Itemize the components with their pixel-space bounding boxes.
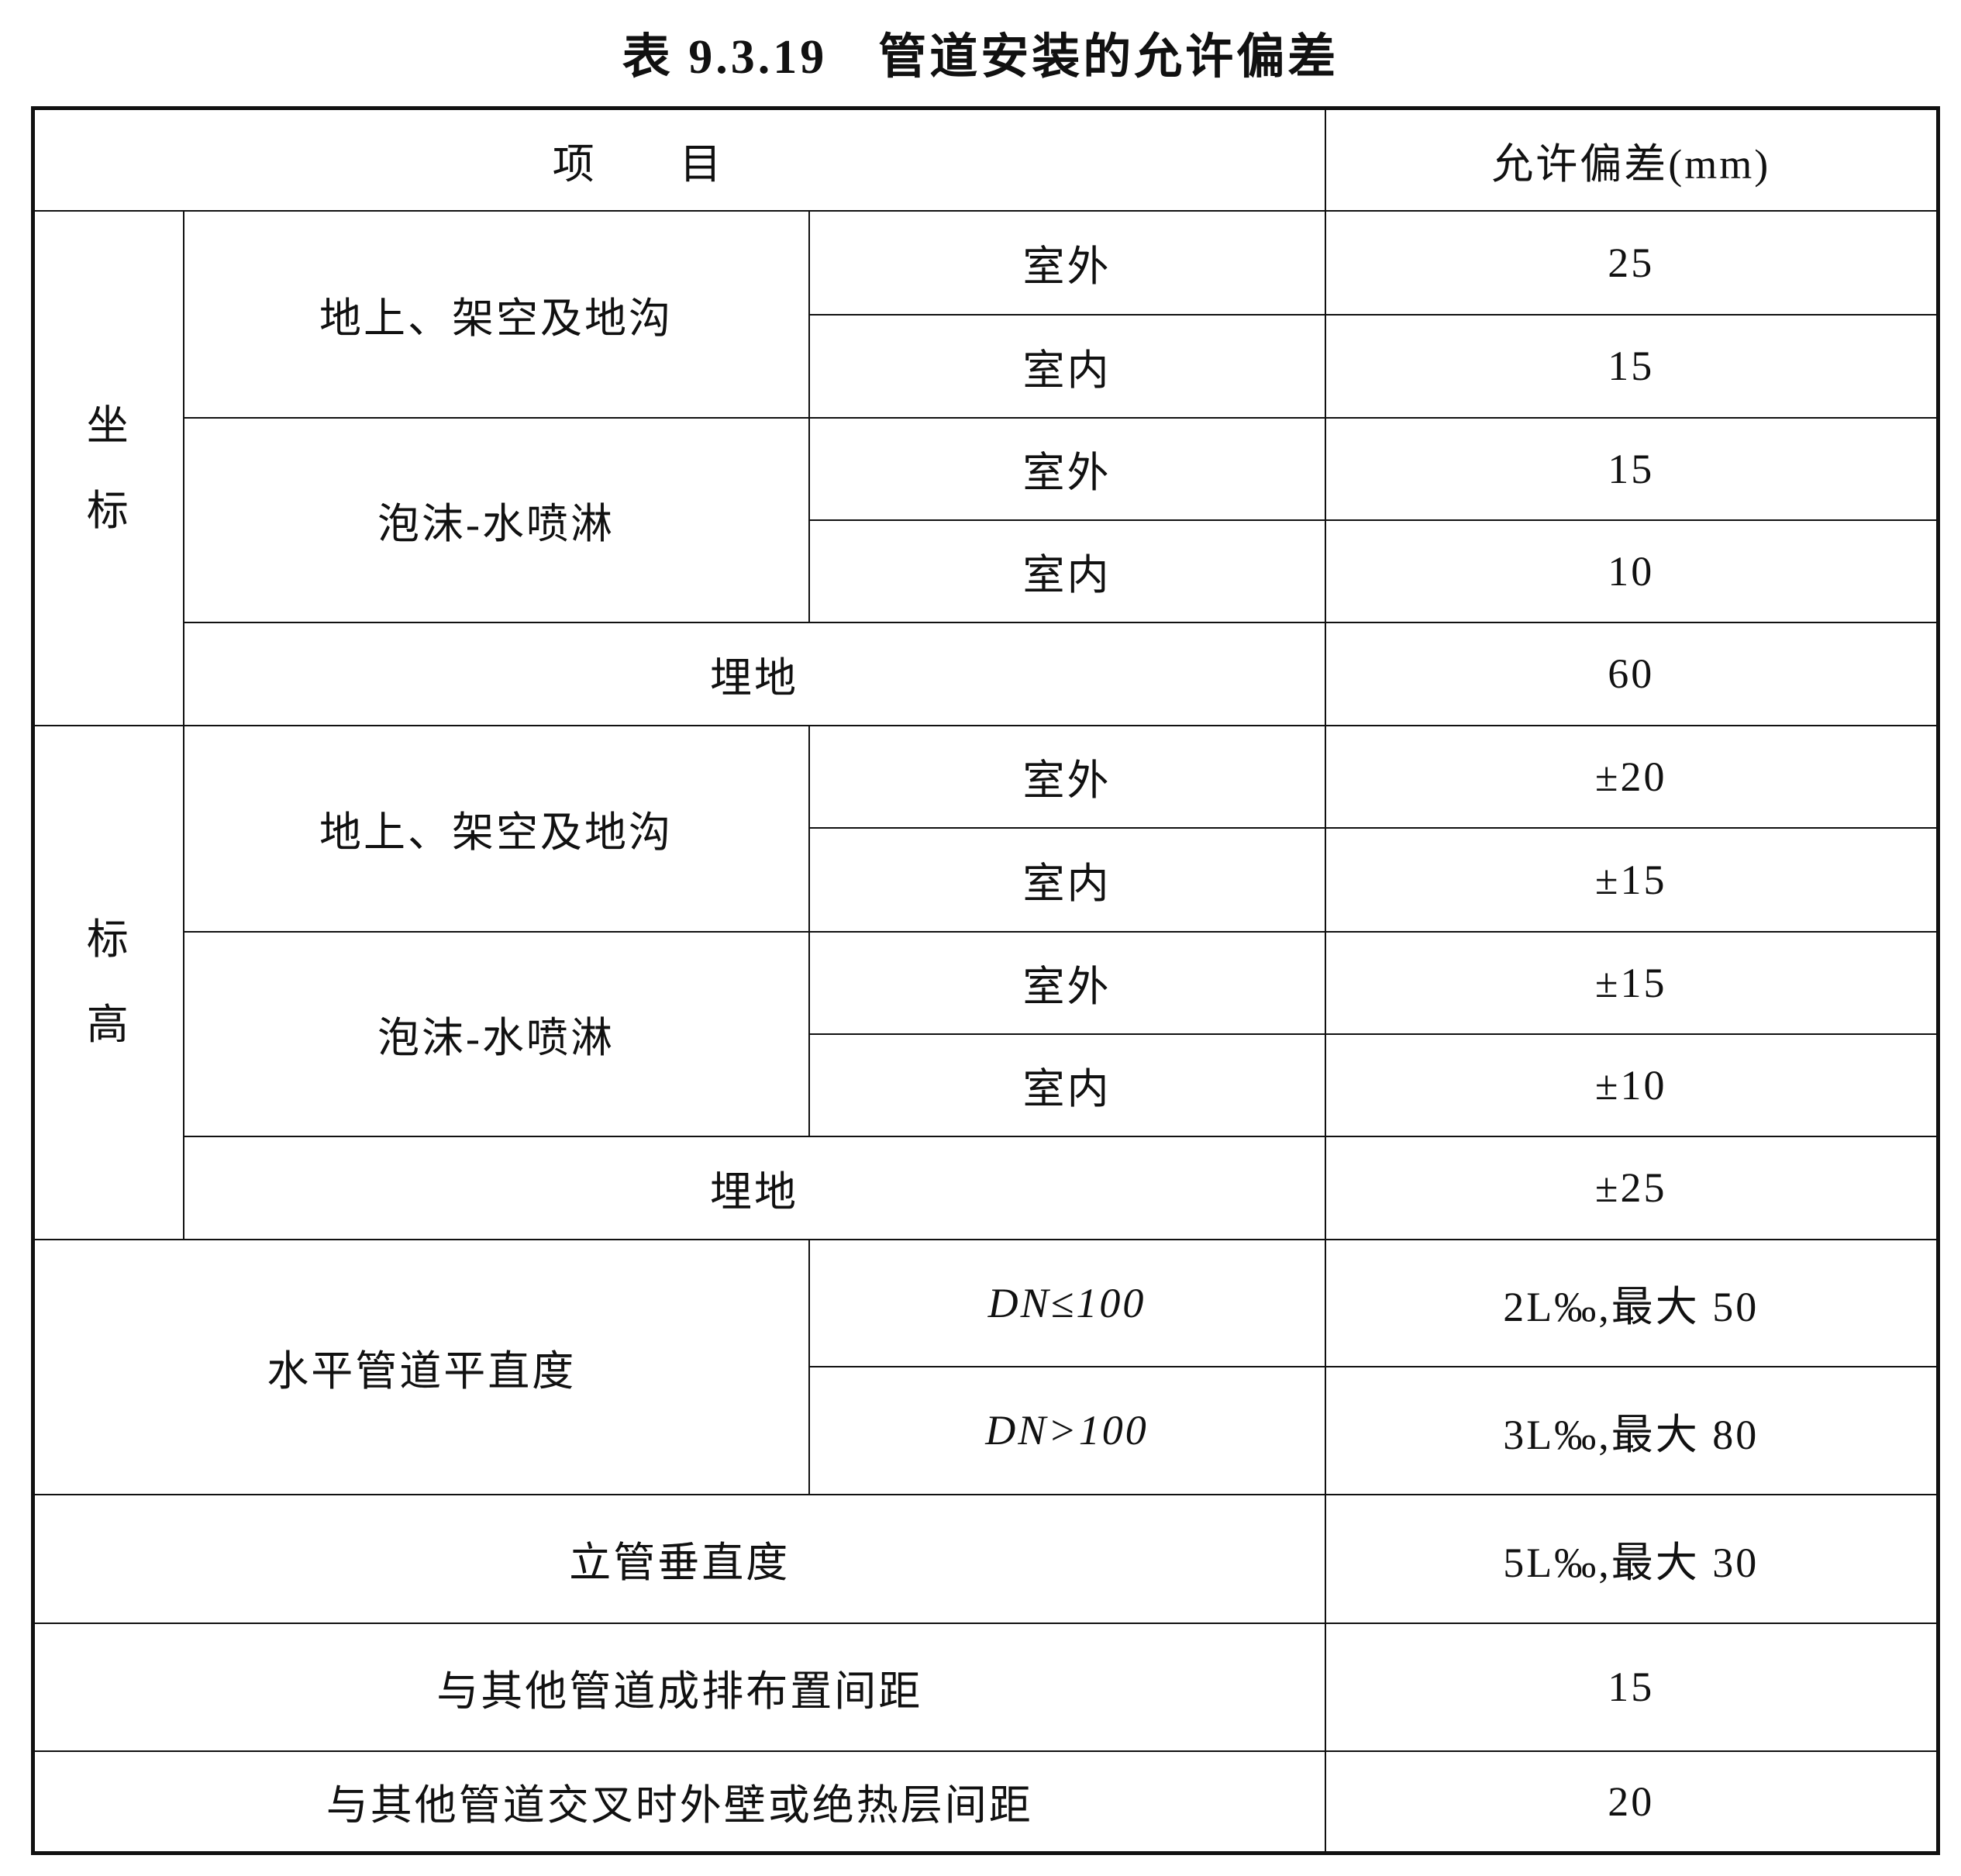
location-cell: 室外 xyxy=(808,724,1326,829)
table-row: 埋地 ±25 xyxy=(33,1135,1939,1240)
subgroup-label: 泡沫-水喷淋 xyxy=(182,930,810,1137)
header-item: 项目 xyxy=(32,107,1326,212)
header-tolerance: 允许偏差(mm) xyxy=(1324,107,1939,212)
table-row: 立管垂直度 5L‰,最大 30 xyxy=(32,1493,1939,1624)
subgroup-label: 地上、架空及地沟 xyxy=(182,209,810,419)
condition-cell: DN≤100 xyxy=(808,1238,1326,1367)
value-cell: 3L‰,最大 80 xyxy=(1324,1365,1939,1495)
table-row: 埋地 60 xyxy=(33,621,1939,726)
table-row: 泡沫-水喷淋 室外 ±15 xyxy=(33,930,1939,1137)
table-row: 与其他管道交叉时外壁或绝热层间距 20 xyxy=(32,1750,1939,1854)
location-cell: 室内 xyxy=(808,519,1326,623)
value-cell: 15 xyxy=(1324,1622,1939,1752)
value-cell: ±15 xyxy=(1324,826,1939,933)
value-cell: 15 xyxy=(1324,416,1939,521)
cross-spacing-label: 与其他管道交叉时外壁或绝热层间距 xyxy=(32,1750,1326,1854)
value-cell: 20 xyxy=(1324,1750,1939,1854)
buried-label: 埋地 xyxy=(182,1135,1326,1240)
location-cell: 室外 xyxy=(808,416,1326,521)
group-label: 坐标 xyxy=(32,209,184,726)
value-cell: 5L‰,最大 30 xyxy=(1324,1493,1939,1624)
tolerance-table: 项目 允许偏差(mm) 坐标 地上、架空及地沟 室外 25 室内 15 泡沫-水… xyxy=(31,106,1940,1855)
table-row: 室内 15 xyxy=(33,313,1939,419)
header-row: 项目 允许偏差(mm) xyxy=(32,107,1939,212)
location-cell: 室内 xyxy=(808,1033,1326,1137)
table-row: 水平管道平直度 DN≤100 2L‰,最大 50 xyxy=(32,1238,1939,1495)
location-cell: 室内 xyxy=(808,313,1326,419)
table-title: 表 9.3.19 管道安装的允许偏差 xyxy=(622,31,1339,84)
subgroup-label: 地上、架空及地沟 xyxy=(182,724,810,933)
location-cell: 室外 xyxy=(808,209,1326,316)
table-row: 室内 ±10 xyxy=(33,1033,1939,1137)
value-cell: 25 xyxy=(1324,209,1939,316)
table-row: 泡沫-水喷淋 室外 15 xyxy=(33,416,1939,623)
condition-cell: DN>100 xyxy=(808,1365,1326,1495)
subgroup-label: 泡沫-水喷淋 xyxy=(182,416,810,623)
horizontal-label: 水平管道平直度 xyxy=(32,1238,810,1495)
value-cell: ±25 xyxy=(1324,1135,1939,1240)
table-row: 室内 ±15 xyxy=(33,826,1939,933)
table-row: DN>100 3L‰,最大 80 xyxy=(33,1365,1939,1495)
table-row: 标高 地上、架空及地沟 室外 ±20 xyxy=(32,724,1939,1240)
location-cell: 室外 xyxy=(808,930,1326,1035)
value-cell: 10 xyxy=(1324,519,1939,623)
table-row: 与其他管道成排布置间距 15 xyxy=(32,1622,1939,1752)
value-cell: ±10 xyxy=(1324,1033,1939,1137)
table-row: 室内 10 xyxy=(33,519,1939,623)
buried-label: 埋地 xyxy=(182,621,1326,726)
value-cell: 2L‰,最大 50 xyxy=(1324,1238,1939,1367)
vertical-label: 立管垂直度 xyxy=(32,1493,1326,1624)
value-cell: 15 xyxy=(1324,313,1939,419)
row-spacing-label: 与其他管道成排布置间距 xyxy=(32,1622,1326,1752)
table-row: 坐标 地上、架空及地沟 室外 25 xyxy=(32,209,1939,726)
location-cell: 室内 xyxy=(808,826,1326,933)
value-cell: ±15 xyxy=(1324,930,1939,1035)
value-cell: ±20 xyxy=(1324,724,1939,829)
group-label: 标高 xyxy=(32,724,184,1240)
value-cell: 60 xyxy=(1324,621,1939,726)
